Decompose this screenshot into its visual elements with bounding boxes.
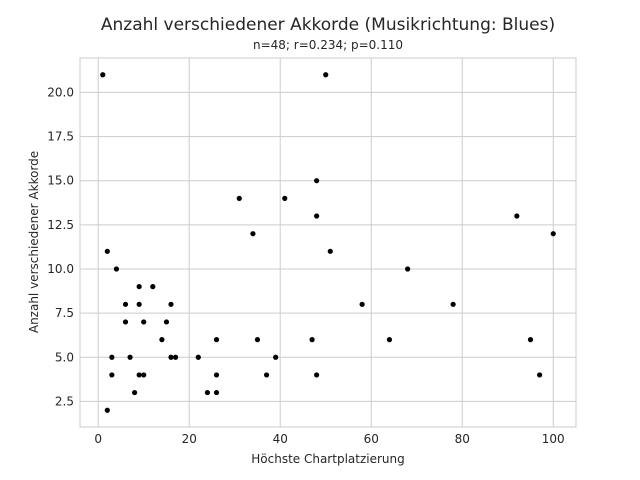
grid-lines	[80, 58, 576, 427]
data-point	[309, 337, 315, 343]
data-point	[141, 319, 147, 325]
data-point	[109, 354, 115, 360]
data-point	[100, 72, 106, 78]
data-point	[213, 372, 220, 378]
x-tick-label: 20	[182, 432, 197, 446]
data-point	[172, 354, 179, 360]
data-point	[104, 248, 110, 254]
data-point	[359, 301, 365, 307]
data-point	[273, 354, 279, 360]
x-tick-label: 60	[364, 432, 379, 446]
data-point	[386, 337, 393, 343]
data-point	[405, 266, 411, 272]
plot-frame	[79, 57, 577, 428]
data-point	[314, 178, 320, 184]
data-point	[141, 372, 147, 378]
y-tick-label: 2.5	[55, 394, 74, 408]
data-point	[213, 337, 220, 343]
x-axis-label: Höchste Chartplatzierung	[251, 452, 405, 466]
chart-subtitle: n=48; r=0.234; p=0.110	[253, 38, 403, 52]
data-point	[127, 354, 133, 360]
data-point	[263, 372, 270, 378]
data-point	[204, 389, 211, 396]
data-point	[314, 372, 320, 378]
data-point	[250, 231, 256, 237]
y-tick-label: 17.5	[47, 130, 74, 144]
data-point	[136, 301, 142, 307]
data-point	[282, 195, 288, 201]
y-tick-label: 5.0	[55, 350, 74, 364]
data-point	[314, 213, 320, 219]
y-tick-labels: 2.5 5.0 7.5 10.0 12.5 15.0 17.5 20.0	[47, 85, 74, 408]
data-point	[323, 72, 329, 78]
y-tick-label: 15.0	[47, 174, 74, 188]
data-point	[536, 372, 543, 378]
data-points	[100, 72, 556, 413]
data-point	[109, 372, 115, 378]
data-point	[550, 231, 556, 237]
chart-title: Anzahl verschiedener Akkorde (Musikricht…	[101, 15, 555, 35]
data-point	[514, 213, 520, 219]
data-point	[113, 266, 120, 272]
data-point	[213, 389, 220, 396]
data-point	[327, 248, 333, 254]
y-tick-label: 10.0	[47, 262, 74, 276]
data-point	[254, 337, 261, 343]
data-point	[163, 319, 170, 325]
data-point	[136, 372, 142, 378]
data-point	[136, 284, 142, 290]
x-tick-label: 0	[94, 432, 102, 446]
data-point	[168, 354, 174, 360]
data-point	[527, 337, 534, 343]
x-tick-labels: 0 20 40 60 80 100	[94, 432, 564, 446]
data-point	[122, 301, 129, 307]
y-tick-label: 12.5	[47, 218, 74, 232]
x-tick-label: 40	[273, 432, 288, 446]
data-point	[122, 319, 129, 325]
data-point	[450, 301, 456, 307]
data-point	[236, 195, 242, 201]
x-tick-label: 100	[542, 432, 565, 446]
data-point	[132, 389, 138, 396]
data-point	[159, 337, 165, 343]
data-point	[104, 407, 110, 413]
y-tick-label: 20.0	[47, 85, 74, 99]
x-tick-label: 80	[455, 432, 470, 446]
y-tick-label: 7.5	[55, 306, 74, 320]
data-point	[150, 284, 156, 290]
y-axis-label: Anzahl verschiedener Akkorde	[27, 151, 41, 333]
data-point	[168, 301, 174, 307]
data-point	[195, 354, 201, 360]
